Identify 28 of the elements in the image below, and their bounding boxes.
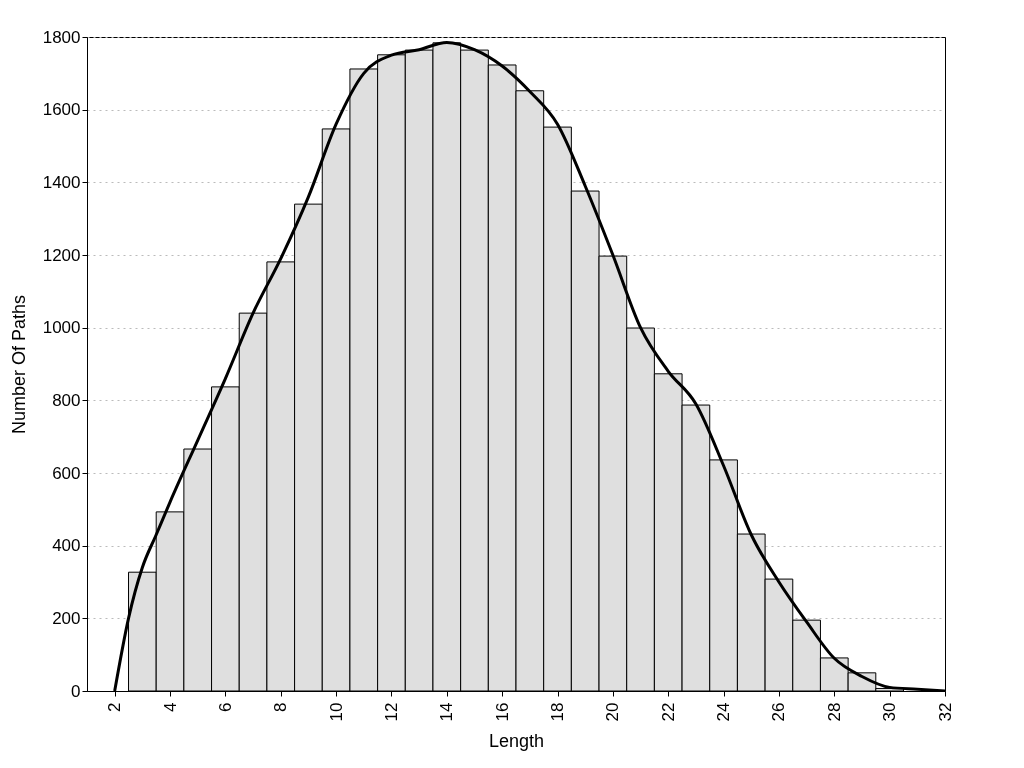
x-tick-label: 30 — [880, 702, 900, 722]
x-tick-label: 12 — [381, 702, 401, 722]
y-tick-label: 800 — [52, 390, 81, 410]
y-tick-label: 1600 — [42, 100, 81, 120]
x-axis-title: Length — [488, 731, 545, 752]
x-tick-label: 20 — [603, 702, 623, 722]
x-tick-label: 4 — [160, 702, 180, 712]
y-tick-label: 400 — [52, 536, 81, 556]
y-axis-title: Number Of Paths — [8, 294, 29, 435]
x-tick-label: 28 — [824, 702, 844, 722]
x-tick-label: 16 — [492, 702, 512, 722]
y-tick-label: 0 — [71, 681, 81, 701]
x-tick-label: 6 — [215, 702, 235, 712]
x-tick-label: 14 — [437, 702, 457, 722]
x-tick-label: 32 — [935, 702, 955, 722]
x-tick-label: 22 — [658, 702, 678, 722]
x-tick-label: 18 — [548, 702, 568, 722]
x-tick-label: 2 — [105, 702, 125, 712]
x-tick-label: 24 — [714, 702, 734, 722]
x-tick-label: 26 — [769, 702, 789, 722]
y-tick-label: 1200 — [42, 245, 81, 265]
y-tick-label: 1000 — [42, 318, 81, 338]
y-tick-label: 1800 — [42, 27, 81, 47]
y-tick-label: 1400 — [42, 172, 81, 192]
x-tick-label: 10 — [326, 702, 346, 722]
y-tick-label: 600 — [52, 463, 81, 483]
x-tick-label: 8 — [271, 702, 291, 712]
y-tick-label: 200 — [52, 608, 81, 628]
